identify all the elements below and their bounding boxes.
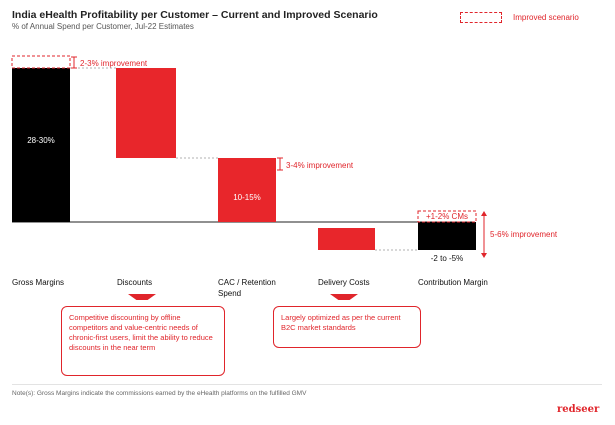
bar-cac xyxy=(218,170,276,222)
chart-subtitle: % of Annual Spend per Customer, Jul-22 E… xyxy=(12,22,194,31)
category-label-contribution-margin: Contribution Margin xyxy=(418,278,488,287)
legend-improved-label: Improved scenario xyxy=(513,13,579,22)
category-label-discounts: Discounts xyxy=(117,278,153,287)
improvement-label-gm: 2-3% improvement xyxy=(80,59,148,68)
bar-delivery xyxy=(318,228,375,250)
callout-delivery: Largely optimized as per the current B2C… xyxy=(273,306,421,348)
bar-gross-margins xyxy=(12,68,70,222)
chart-title: India eHealth Profitability per Customer… xyxy=(12,9,378,21)
brand-logo: redseer xyxy=(557,404,600,415)
bar-cac-improvement xyxy=(218,158,276,170)
bar-label-cm: -2 to -5% xyxy=(431,254,463,263)
callout-pointer-discounts xyxy=(128,294,156,300)
legend-improved-swatch xyxy=(460,12,502,23)
bar-contribution-margin xyxy=(418,222,476,250)
category-label-gross-margins: Gross Margins xyxy=(12,278,65,287)
improvement-label-cm: +1-2% CMs xyxy=(426,212,468,221)
bar-discounts xyxy=(116,68,176,158)
total-improvement-label: 5-6% improvement xyxy=(490,230,558,239)
waterfall-chart: 28-30% 2-3% improvement 10-15% 3-4% impr… xyxy=(11,55,558,300)
footer-divider xyxy=(12,384,602,385)
total-improvement-arrow-head-top xyxy=(481,211,487,216)
improvement-label-cac: 3-4% improvement xyxy=(286,161,354,170)
category-label-delivery: Delivery Costs xyxy=(318,278,370,287)
bar-label-gross-margins: 28-30% xyxy=(27,136,55,145)
bar-cm-improvement xyxy=(417,210,477,223)
category-label-cac-line1: CAC / Retention xyxy=(218,278,276,287)
category-label-cac-line2: Spend xyxy=(218,289,242,298)
footnote: Note(s): Gross Margins indicate the comm… xyxy=(12,390,307,397)
total-improvement-arrow-head-bot xyxy=(481,253,487,258)
callout-pointer-delivery xyxy=(330,294,358,300)
callout-discounts: Competitive discounting by offline compe… xyxy=(61,306,225,376)
bar-label-cac: 10-15% xyxy=(233,193,261,202)
bar-gross-margins-improvement xyxy=(11,55,71,69)
